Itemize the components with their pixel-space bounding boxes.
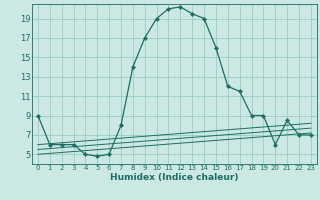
X-axis label: Humidex (Indice chaleur): Humidex (Indice chaleur) (110, 173, 239, 182)
